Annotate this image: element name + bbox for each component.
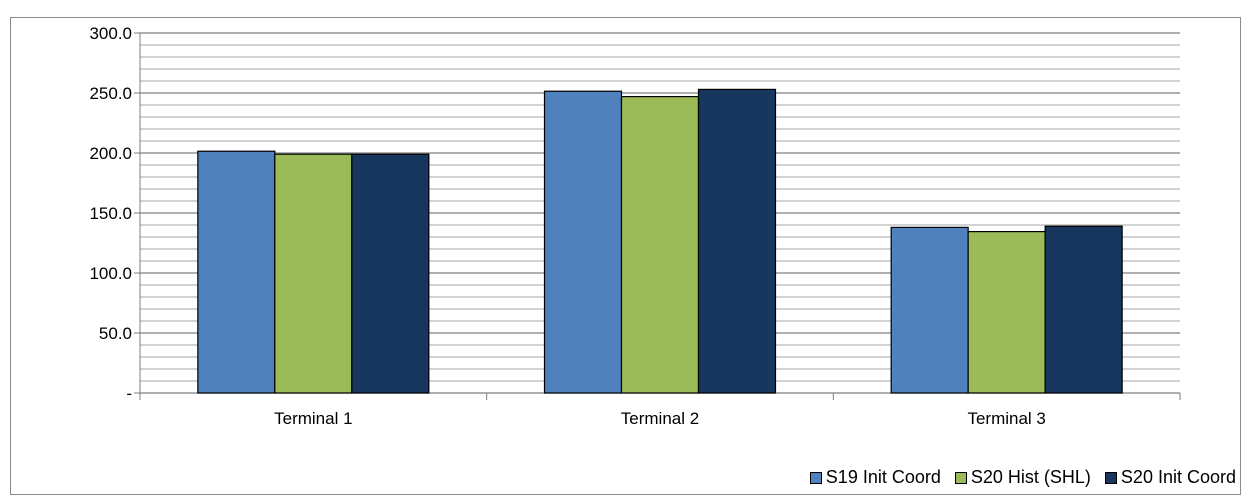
x-tick-label: Terminal 1 xyxy=(274,409,352,428)
y-tick-label: 100.0 xyxy=(89,264,132,283)
bar-terminal-1-s20-init-coord xyxy=(351,153,430,394)
bar-terminal-2-s20-init-coord xyxy=(697,88,777,394)
legend-swatch xyxy=(954,471,967,484)
legend-item: S20 Hist (SHL) xyxy=(954,467,1091,488)
legend-label: S20 Init Coord xyxy=(1120,467,1236,487)
legend-item: S19 Init Coord xyxy=(809,467,941,488)
bar-terminal-2-s20-hist-shl- xyxy=(620,95,700,394)
bar-terminal-3-s20-init-coord xyxy=(1044,225,1123,394)
bar-terminal-3-s19-init-coord xyxy=(890,226,969,394)
legend-label: S20 Hist (SHL) xyxy=(970,467,1091,487)
y-tick-label: 200.0 xyxy=(89,144,132,163)
legend: S19 Init Coord S20 Hist (SHL) S20 Init Coo… xyxy=(809,467,1236,488)
bar-terminal-2-s19-init-coord xyxy=(543,90,623,394)
y-tick-label: 50.0 xyxy=(99,324,132,343)
bar-terminal-1-s20-hist-shl- xyxy=(274,153,353,394)
y-tick-label: 150.0 xyxy=(89,204,132,223)
y-tick-label: 250.0 xyxy=(89,84,132,103)
y-tick-label: - xyxy=(126,384,132,403)
y-tick-label: 300.0 xyxy=(89,24,132,43)
legend-swatch xyxy=(809,471,822,484)
bar-terminal-1-s19-init-coord xyxy=(197,150,276,394)
x-tick-label: Terminal 3 xyxy=(967,409,1045,428)
legend-label: S19 Init Coord xyxy=(825,467,941,487)
x-tick-label: Terminal 2 xyxy=(621,409,699,428)
legend-item: S20 Init Coord xyxy=(1104,467,1236,488)
bar-terminal-3-s20-hist-shl- xyxy=(967,231,1046,394)
legend-swatch xyxy=(1104,471,1117,484)
